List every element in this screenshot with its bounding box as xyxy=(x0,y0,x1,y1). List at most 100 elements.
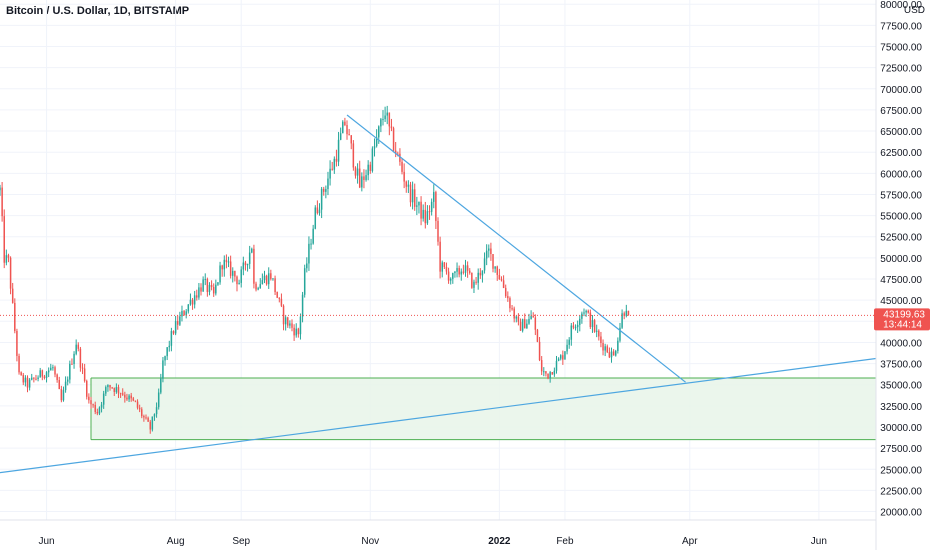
candle-body xyxy=(3,216,5,263)
candle-body xyxy=(115,387,118,392)
candle-body xyxy=(574,327,577,329)
candle-body xyxy=(458,268,460,275)
candle-body xyxy=(473,281,475,288)
candle-body xyxy=(77,344,80,349)
candle-body xyxy=(289,323,291,326)
candle-body xyxy=(69,363,71,380)
candle-body xyxy=(113,388,116,392)
candle-body xyxy=(41,370,44,377)
candle-body xyxy=(124,394,126,398)
candle-body xyxy=(557,358,560,361)
candle-body xyxy=(490,248,492,255)
y-tick-label: 67500.00 xyxy=(880,106,922,117)
candle-body xyxy=(534,317,537,330)
candle-body xyxy=(117,387,120,394)
candle-body xyxy=(121,393,124,395)
candle-body xyxy=(143,416,145,418)
candle-body xyxy=(60,389,63,401)
candle-body xyxy=(547,373,549,379)
candle-body xyxy=(18,355,20,373)
currency-label: USD xyxy=(904,5,925,16)
candle-body xyxy=(619,327,621,341)
candle-body xyxy=(166,347,168,357)
candle-body xyxy=(287,317,289,326)
candle-body xyxy=(488,248,490,251)
candle-body xyxy=(238,282,240,285)
candle-body xyxy=(606,346,609,353)
candle-body xyxy=(524,319,526,329)
candle-body xyxy=(329,168,331,179)
y-tick-label: 27500.00 xyxy=(880,444,922,455)
candle-body xyxy=(452,273,454,279)
candle-body xyxy=(485,250,488,259)
candle-body xyxy=(358,168,361,188)
candle-body xyxy=(128,395,130,400)
candle-body xyxy=(339,133,342,140)
candle-body xyxy=(301,294,304,317)
candle-body xyxy=(430,201,433,212)
candle-body xyxy=(75,344,77,354)
candle-body xyxy=(181,311,183,317)
candle-body xyxy=(583,312,585,314)
candle-body xyxy=(576,324,579,328)
candle-body xyxy=(24,377,27,383)
candle-body xyxy=(492,254,494,269)
candle-body xyxy=(449,278,452,281)
candle-body xyxy=(35,378,37,380)
candle-body xyxy=(9,257,12,289)
candle-body xyxy=(625,310,628,316)
y-tick-label: 40000.00 xyxy=(880,338,922,349)
candle-body xyxy=(424,209,427,224)
candle-body xyxy=(420,201,422,219)
candle-body xyxy=(30,377,33,380)
candle-body xyxy=(502,280,505,288)
candle-body xyxy=(248,252,251,264)
candle-body xyxy=(443,262,446,267)
candle-body xyxy=(413,189,416,207)
candle-body xyxy=(73,353,75,365)
y-tick-label: 45000.00 xyxy=(880,296,922,307)
x-tick-label: Apr xyxy=(682,536,698,547)
candle-body xyxy=(507,296,509,299)
candle-body xyxy=(585,310,587,313)
candle-body xyxy=(428,211,431,213)
trendline-descending xyxy=(346,114,686,383)
last-price-value: 43199.63 xyxy=(883,309,925,320)
candle-body xyxy=(270,273,272,279)
candle-body xyxy=(11,288,14,303)
candle-body xyxy=(308,243,310,264)
candle-body xyxy=(335,158,338,162)
candle-body xyxy=(168,345,171,348)
candle-body xyxy=(447,271,450,281)
candle-body xyxy=(102,393,105,405)
candle-body xyxy=(623,313,625,316)
y-tick-label: 57500.00 xyxy=(880,190,922,201)
candle-body xyxy=(257,288,259,290)
candle-body xyxy=(598,330,600,337)
candle-body xyxy=(187,304,190,312)
candle-body xyxy=(185,311,187,316)
candle-body xyxy=(382,119,384,121)
candle-body xyxy=(564,351,566,360)
candle-body xyxy=(45,372,48,378)
candle-body xyxy=(354,167,357,176)
candle-body xyxy=(160,378,162,393)
candle-body xyxy=(136,401,139,408)
candle-body xyxy=(306,263,308,269)
candle-body xyxy=(50,367,52,371)
candle-body xyxy=(215,284,217,294)
candle-body xyxy=(212,287,215,294)
candle-body xyxy=(369,164,372,171)
candle-body xyxy=(536,329,539,342)
candle-body xyxy=(466,265,469,271)
candle-body xyxy=(88,396,90,401)
candle-body xyxy=(496,266,498,276)
candle-body xyxy=(418,201,420,206)
candle-body xyxy=(153,414,156,417)
candle-body xyxy=(278,297,281,299)
candle-body xyxy=(445,266,448,272)
candle-body xyxy=(62,390,65,401)
candle-body xyxy=(344,121,346,126)
